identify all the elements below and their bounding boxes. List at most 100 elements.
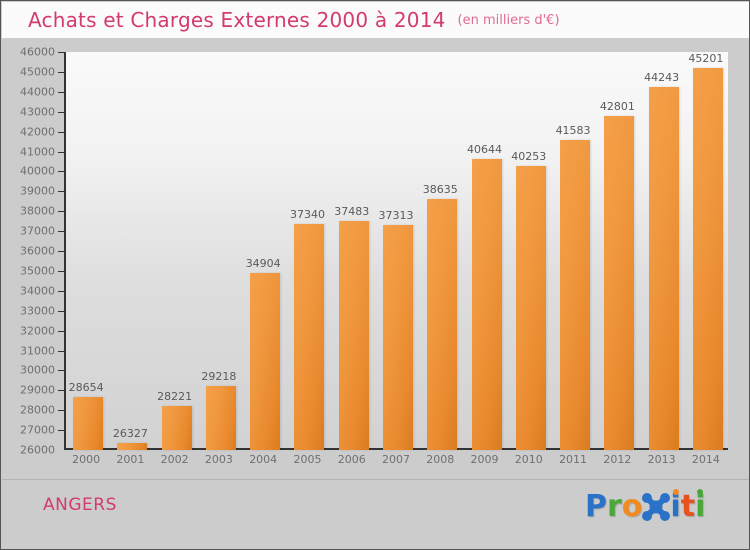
y-axis-tick-label: 35000 (20, 264, 55, 278)
plot-area (64, 52, 728, 450)
logo-letter-o: o (621, 489, 643, 524)
logo-letter-i-second: i (695, 489, 706, 524)
y-axis-tick-label: 39000 (20, 184, 55, 198)
logo-letter-r: r (607, 489, 622, 524)
bar-2000[interactable] (73, 397, 104, 450)
y-axis-tick-label: 33000 (20, 304, 55, 318)
y-axis-tick-mark (58, 310, 64, 312)
bar-2004[interactable] (250, 272, 281, 450)
x-axis-tick-label-2014: 2014 (691, 453, 720, 466)
x-axis-tick-label-2013: 2013 (647, 453, 676, 466)
bar-value-label-2014: 45201 (688, 51, 724, 65)
x-axis-tick-label-2008: 2008 (426, 453, 455, 466)
x-axis-tick-label-2011: 2011 (559, 453, 588, 466)
y-axis-tick-label: 27000 (20, 423, 55, 437)
bar-2005[interactable] (294, 224, 325, 450)
bar-value-label-2013: 44243 (644, 70, 680, 84)
x-axis-tick-label-2012: 2012 (603, 453, 632, 466)
proxiti-logo[interactable]: P r o i t i (585, 488, 705, 528)
y-axis-tick-mark (58, 171, 64, 173)
footer-divider (2, 479, 749, 480)
y-axis-tick-mark (58, 52, 64, 53)
y-axis-tick-mark (58, 151, 64, 153)
logo-letter-p: P (585, 489, 607, 524)
y-axis-tick-mark (58, 71, 64, 73)
bar-value-label-2009: 40644 (467, 142, 503, 156)
x-axis-tick-label-2009: 2009 (470, 453, 499, 466)
y-axis-tick-mark (58, 350, 64, 352)
y-axis-tick-label: 37000 (20, 224, 55, 238)
y-axis-tick-mark (58, 131, 64, 133)
bar-2012[interactable] (604, 115, 635, 450)
bar-2010[interactable] (515, 166, 546, 450)
bar-value-label-2006: 37483 (334, 205, 370, 219)
x-axis-tick-label-2002: 2002 (160, 453, 189, 466)
y-axis-tick-mark (58, 91, 64, 93)
y-axis-tick-label: 42000 (20, 125, 55, 139)
x-axis-tick-label-2010: 2010 (514, 453, 543, 466)
bar-value-label-2001: 26327 (112, 427, 148, 441)
y-axis-tick-mark (58, 211, 64, 213)
bar-value-label-2007: 37313 (378, 208, 414, 222)
x-axis-tick-label-2006: 2006 (337, 453, 366, 466)
bar-2006[interactable] (338, 221, 369, 450)
logo-letter-i-first: i (670, 489, 681, 524)
y-axis-tick-label: 34000 (20, 284, 55, 298)
y-axis-tick-mark (58, 191, 64, 193)
y-axis-tick-mark (58, 390, 64, 392)
y-axis-tick-mark (58, 370, 64, 372)
bar-2007[interactable] (383, 224, 413, 450)
x-axis-tick-label-2007: 2007 (382, 453, 410, 466)
y-axis-tick-mark (58, 410, 64, 412)
y-axis-tick-label: 41000 (20, 145, 55, 158)
bar-2008[interactable] (427, 198, 458, 450)
y-axis-tick-mark (58, 330, 64, 332)
y-axis-tick-label: 43000 (20, 105, 55, 119)
y-axis-tick-label: 46000 (20, 45, 55, 59)
y-axis-tick-mark (58, 290, 64, 292)
y-axis-tick-label: 31000 (20, 344, 55, 357)
y-axis-tick-mark (58, 430, 64, 432)
x-axis-tick-label-2001: 2001 (116, 453, 145, 466)
bar-2011[interactable] (560, 139, 591, 450)
bar-2002[interactable] (161, 405, 192, 450)
y-axis-tick-label: 40000 (20, 164, 55, 178)
y-axis-tick-mark (58, 231, 64, 233)
y-axis-tick-mark (58, 111, 64, 113)
x-axis-tick-label-2000: 2000 (72, 453, 101, 466)
bar-value-label-2012: 42801 (599, 99, 635, 113)
chart-unit-subtitle: (en milliers d'€) (457, 12, 560, 28)
y-axis-tick-label: 32000 (20, 324, 55, 338)
y-axis-tick-label: 28000 (20, 403, 55, 417)
bar-value-label-2003: 29218 (201, 369, 237, 383)
bar-2003[interactable] (205, 385, 236, 450)
bar-2014[interactable] (692, 67, 723, 450)
bar-value-label-2008: 38635 (422, 182, 458, 196)
bar-value-label-2005: 37340 (289, 208, 325, 222)
x-axis-tick-label-2004: 2004 (249, 453, 278, 466)
bar-value-label-2010: 40253 (511, 150, 547, 164)
y-axis-tick-label: 45000 (20, 65, 55, 79)
x-axis-tick-label-2003: 2003 (204, 453, 233, 466)
y-axis-tick-label: 30000 (20, 363, 55, 377)
y-axis-tick-label: 44000 (20, 85, 55, 99)
logo-letter-t: t (680, 489, 696, 524)
entity-name-label: ANGERS (43, 495, 117, 515)
x-axis-tick-label-2005: 2005 (293, 453, 322, 466)
bar-value-label-2004: 34904 (245, 256, 281, 270)
bar-value-label-2000: 28654 (68, 381, 104, 395)
bar-2013[interactable] (648, 86, 679, 450)
page-title: Achats et Charges Externes 2000 à 2014 (28, 8, 446, 32)
y-axis-tick-label: 29000 (20, 383, 55, 397)
logo-x-icon (642, 493, 671, 521)
bar-2009[interactable] (471, 158, 502, 450)
y-axis-tick-label: 26000 (20, 443, 55, 457)
bar-value-label-2002: 28221 (157, 389, 193, 403)
bar-2001[interactable] (117, 443, 148, 450)
bar-value-label-2011: 41583 (555, 123, 591, 137)
y-axis-tick-mark (58, 270, 64, 272)
y-axis-tick-label: 36000 (20, 244, 55, 258)
chart-header: Achats et Charges Externes 2000 à 2014 (… (2, 2, 749, 38)
y-axis-tick-label: 38000 (20, 204, 55, 218)
